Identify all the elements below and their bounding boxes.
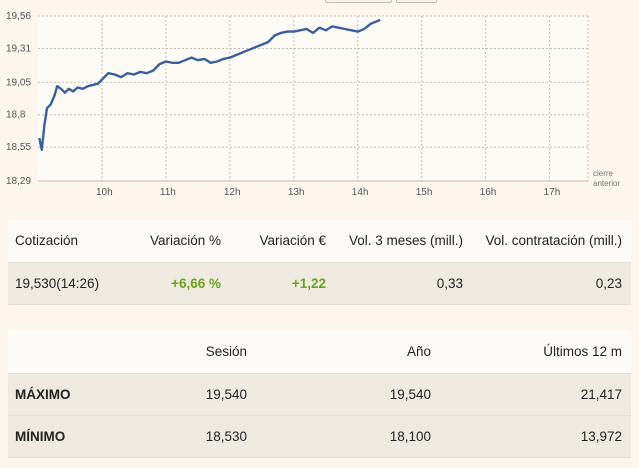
quote-table: Cotización Variación % Variación € Vol. … bbox=[8, 220, 631, 305]
x-tick-label: 11h bbox=[160, 187, 176, 198]
x-tick-label: 10h bbox=[96, 187, 113, 198]
quote-value-row: 19,530(14:26) +6,66 % +1,22 0,33 0,23 bbox=[8, 261, 631, 305]
maximo-label: MÁXIMO bbox=[8, 372, 138, 416]
range-row-minimo: MÍNIMO 18,530 18,100 13,972 bbox=[8, 414, 631, 458]
minimo-12m: 13,972 bbox=[440, 414, 631, 458]
reference-label-line2: anterior bbox=[593, 179, 620, 188]
y-tick-label: 19,31 bbox=[6, 43, 31, 54]
header-ultimos-12m: Últimos 12 m bbox=[440, 331, 631, 373]
cotizacion-value: 19,530(14:26) bbox=[8, 261, 130, 305]
range-table: Sesión Año Últimos 12 m MÁXIMO 19,540 19… bbox=[8, 331, 631, 458]
y-tick-label: 19,56 bbox=[6, 11, 31, 22]
y-tick-label: 18,29 bbox=[6, 176, 31, 187]
header-cotizacion: Cotización bbox=[8, 220, 130, 262]
x-tick-label: 16h bbox=[480, 187, 497, 198]
x-tick-label: 13h bbox=[288, 187, 305, 198]
x-tick-label: 15h bbox=[416, 187, 433, 198]
range-header-row: Sesión Año Últimos 12 m bbox=[8, 331, 631, 373]
header-vol-contratacion: Vol. contratación (mill.) bbox=[472, 220, 631, 262]
range-button-2[interactable] bbox=[396, 0, 437, 3]
y-tick-label: 18,8 bbox=[6, 110, 26, 121]
y-tick-label: 18,55 bbox=[6, 142, 31, 153]
minimo-label: MÍNIMO bbox=[8, 414, 138, 458]
range-header-empty bbox=[8, 331, 138, 373]
intraday-price-chart: 18,29 18,55 18,8 19,05 19,31 19,56 10h 11h 12h 13… bbox=[0, 0, 639, 205]
maximo-12m: 21,417 bbox=[440, 372, 631, 416]
quote-header-row: Cotización Variación % Variación € Vol. … bbox=[8, 220, 631, 262]
header-variacion-eur: Variación € bbox=[230, 220, 335, 262]
x-tick-label: 17h bbox=[544, 187, 561, 198]
maximo-anio: 19,540 bbox=[256, 372, 440, 416]
range-row-maximo: MÁXIMO 19,540 19,540 21,417 bbox=[8, 372, 631, 416]
vol-3-meses-value: 0,33 bbox=[335, 261, 472, 305]
chart-plot: 18,29 18,55 18,8 19,05 19,31 19,56 10h 11h 12h 13… bbox=[6, 11, 620, 198]
variacion-pct-value: +6,66 % bbox=[130, 261, 230, 305]
y-tick-label: 19,05 bbox=[6, 77, 31, 88]
reference-label-line1: cierre bbox=[593, 169, 614, 178]
header-anio: Año bbox=[256, 331, 440, 373]
x-tick-label: 12h bbox=[224, 187, 241, 198]
price-series-line bbox=[38, 18, 381, 152]
vol-contratacion-value: 0,23 bbox=[472, 261, 631, 305]
header-sesion: Sesión bbox=[138, 331, 256, 373]
plot-background bbox=[38, 16, 588, 181]
variacion-eur-value: +1,22 bbox=[230, 261, 335, 305]
header-variacion-pct: Variación % bbox=[130, 220, 230, 262]
maximo-sesion: 19,540 bbox=[138, 372, 256, 416]
minimo-sesion: 18,530 bbox=[138, 414, 256, 458]
header-vol-3-meses: Vol. 3 meses (mill.) bbox=[335, 220, 472, 262]
x-tick-label: 14h bbox=[352, 187, 369, 198]
minimo-anio: 18,100 bbox=[256, 414, 440, 458]
range-button[interactable] bbox=[325, 0, 392, 3]
